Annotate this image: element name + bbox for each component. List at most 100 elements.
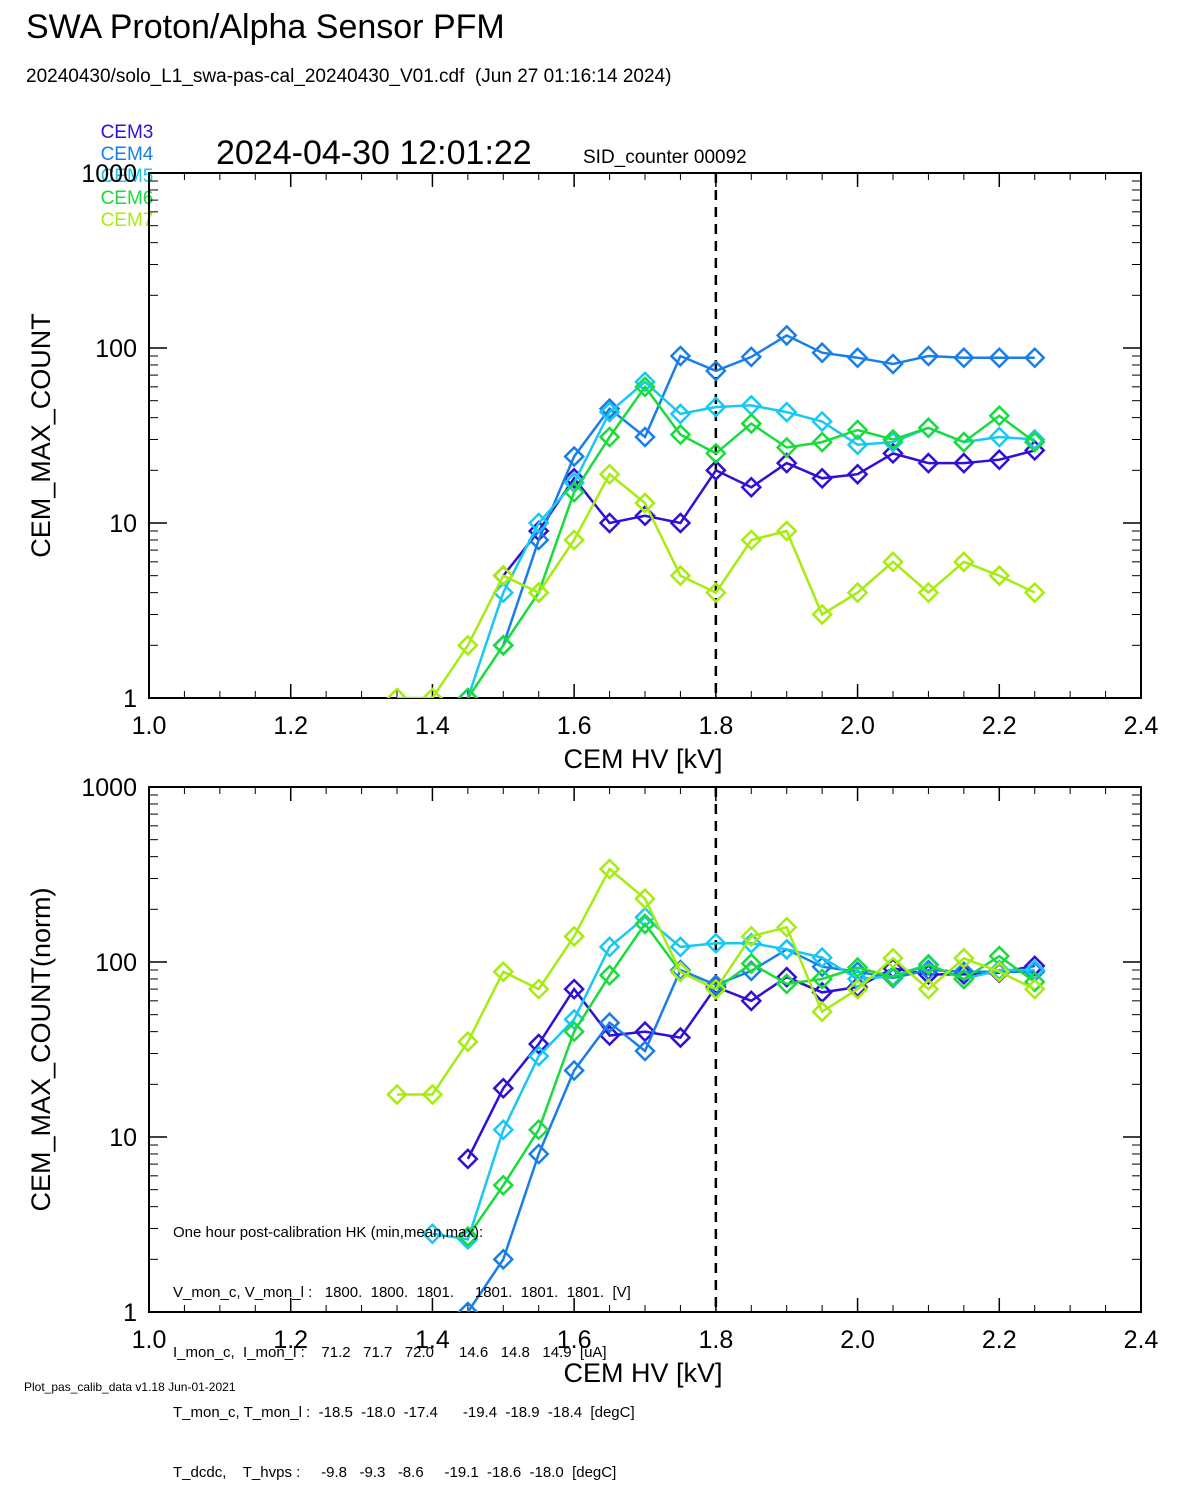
data-point-cem5 bbox=[421, 1222, 444, 1245]
data-point-cem7 bbox=[811, 603, 833, 626]
data-point-cem7 bbox=[917, 978, 940, 1000]
data-point-cem5 bbox=[669, 403, 692, 425]
data-point-cem6 bbox=[988, 945, 1011, 967]
data-point-cem7 bbox=[421, 1083, 444, 1106]
legend-item-cem3: CEM3 bbox=[100, 122, 154, 143]
y-tick-label: 100 bbox=[95, 335, 137, 363]
data-point-cem3 bbox=[669, 1026, 692, 1049]
charts: 1.0 1.2 1.4 1.6 1.8 2.0 2.2 2.4 1 10 100 1000 CEM HV… bbox=[26, 160, 1158, 1388]
hk-line-voltage: V_mon_c, V_mon_l : 1800. 1800. 1801. 180… bbox=[173, 1284, 631, 1301]
bottom-chart: 1.0 1.2 1.4 1.6 1.8 2.0 2.2 2.4 1 10 100 1000 CEM HV… bbox=[26, 774, 1158, 1388]
data-point-cem3 bbox=[527, 1033, 550, 1055]
x-tick-label: 2.4 bbox=[1124, 1326, 1159, 1354]
data-point-cem6 bbox=[1023, 971, 1046, 993]
y-tick-label: 100 bbox=[95, 949, 137, 977]
data-point-cem7 bbox=[846, 978, 869, 1000]
data-point-cem7 bbox=[988, 960, 1011, 983]
data-point-cem7 bbox=[457, 634, 479, 657]
data-point-cem4 bbox=[917, 345, 940, 367]
data-point-cem6 bbox=[811, 431, 833, 453]
x-tick-label: 1.4 bbox=[415, 712, 450, 740]
data-point-cem5 bbox=[527, 512, 550, 534]
series-line-cem7 bbox=[397, 472, 1036, 698]
data-point-cem6 bbox=[1023, 431, 1046, 453]
x-tick-label: 1.0 bbox=[132, 1326, 167, 1354]
data-point-cem7 bbox=[740, 529, 763, 551]
data-point-cem7 bbox=[669, 960, 692, 983]
data-point-cem6 bbox=[775, 436, 798, 459]
data-point-cem3 bbox=[563, 467, 585, 490]
y-axis-label: CEM_MAX_COUNT(norm) bbox=[26, 887, 56, 1211]
data-point-cem6 bbox=[953, 431, 975, 453]
legend-item-cem6: CEM6 bbox=[100, 188, 154, 209]
sid-counter: SID_counter 00092 bbox=[583, 147, 747, 168]
data-point-cem3 bbox=[598, 512, 621, 534]
y-tick-label: 1 bbox=[123, 685, 137, 713]
series-line-cem3 bbox=[466, 964, 1035, 1160]
data-point-cem7 bbox=[1023, 978, 1046, 1000]
series-line-cem3 bbox=[502, 449, 1036, 577]
data-point-cem6 bbox=[527, 1118, 550, 1141]
data-point-cem5 bbox=[563, 1008, 585, 1031]
series-group bbox=[386, 858, 1046, 1312]
data-point-cem7 bbox=[953, 947, 975, 970]
series-line-cem6 bbox=[466, 921, 1036, 1238]
x-tick-label: 2.2 bbox=[982, 1326, 1017, 1354]
data-point-cem5 bbox=[705, 396, 727, 418]
data-point-cem4 bbox=[740, 346, 763, 368]
data-point-cem7 bbox=[811, 1000, 833, 1023]
data-point-cem7 bbox=[634, 887, 656, 910]
data-point-cem5 bbox=[811, 946, 833, 969]
data-point-cem6 bbox=[740, 952, 763, 975]
data-point-cem5 bbox=[598, 936, 621, 958]
data-point-cem3 bbox=[492, 1077, 515, 1099]
data-point-cem7 bbox=[705, 978, 727, 1000]
timestamp: 2024-04-30 12:01:22 bbox=[216, 134, 532, 172]
data-point-cem7 bbox=[492, 564, 515, 587]
data-point-cem4 bbox=[669, 345, 692, 367]
y-tick-label: 10 bbox=[109, 510, 137, 538]
legend-item-cem5: CEM5 bbox=[100, 166, 154, 187]
data-point-cem7 bbox=[775, 520, 798, 542]
x-tick-label: 1.8 bbox=[698, 712, 733, 740]
data-point-cem6 bbox=[811, 968, 833, 990]
data-point-cem4 bbox=[457, 1301, 479, 1312]
data-point-cem5 bbox=[705, 932, 727, 955]
data-point-cem6 bbox=[846, 419, 869, 441]
data-point-cem4 bbox=[563, 1059, 585, 1082]
hk-line-dcdc: T_dcdc, T_hvps : -9.8 -9.3 -8.6 -19.1 -1… bbox=[173, 1464, 617, 1481]
data-point-cem7 bbox=[386, 687, 408, 698]
data-point-cem3 bbox=[1023, 955, 1046, 977]
data-point-cem6 bbox=[917, 417, 940, 439]
x-tick-label: 1.8 bbox=[698, 1326, 733, 1354]
hk-line-header: One hour post-calibration HK (min,mean,m… bbox=[173, 1224, 484, 1241]
data-point-cem7 bbox=[775, 916, 798, 939]
data-point-cem4 bbox=[527, 1143, 550, 1165]
data-point-cem4 bbox=[1023, 346, 1046, 369]
data-point-cem7 bbox=[421, 687, 444, 698]
y-tick-label: 1000 bbox=[81, 160, 137, 188]
y-tick-label: 10 bbox=[109, 1124, 137, 1152]
data-point-cem6 bbox=[882, 966, 904, 988]
series-line-cem4 bbox=[502, 333, 1035, 646]
data-point-cem3 bbox=[846, 463, 869, 485]
data-point-cem5 bbox=[775, 938, 798, 961]
data-point-cem6 bbox=[598, 964, 621, 987]
data-point-cem4 bbox=[598, 1011, 621, 1034]
data-point-cem6 bbox=[598, 426, 621, 448]
series-line-cem6 bbox=[466, 384, 1036, 698]
data-point-cem3 bbox=[1023, 439, 1046, 462]
data-point-cem7 bbox=[1023, 581, 1046, 604]
data-point-cem5 bbox=[634, 371, 656, 393]
data-point-cem5 bbox=[775, 401, 798, 423]
data-point-cem6 bbox=[846, 956, 869, 979]
y-axis-label: CEM_MAX_COUNT bbox=[26, 313, 56, 558]
hk-line-temperature: T_mon_c, T_mon_l : -18.5 -18.0 -17.4 -19… bbox=[173, 1404, 635, 1421]
series-line-cem7 bbox=[397, 867, 1036, 1096]
data-point-cem4 bbox=[775, 324, 798, 347]
data-point-cem6 bbox=[775, 973, 798, 995]
data-point-cem7 bbox=[563, 529, 585, 551]
data-point-cem4 bbox=[846, 346, 869, 369]
data-point-cem6 bbox=[563, 1020, 585, 1043]
data-point-cem4 bbox=[988, 346, 1011, 369]
